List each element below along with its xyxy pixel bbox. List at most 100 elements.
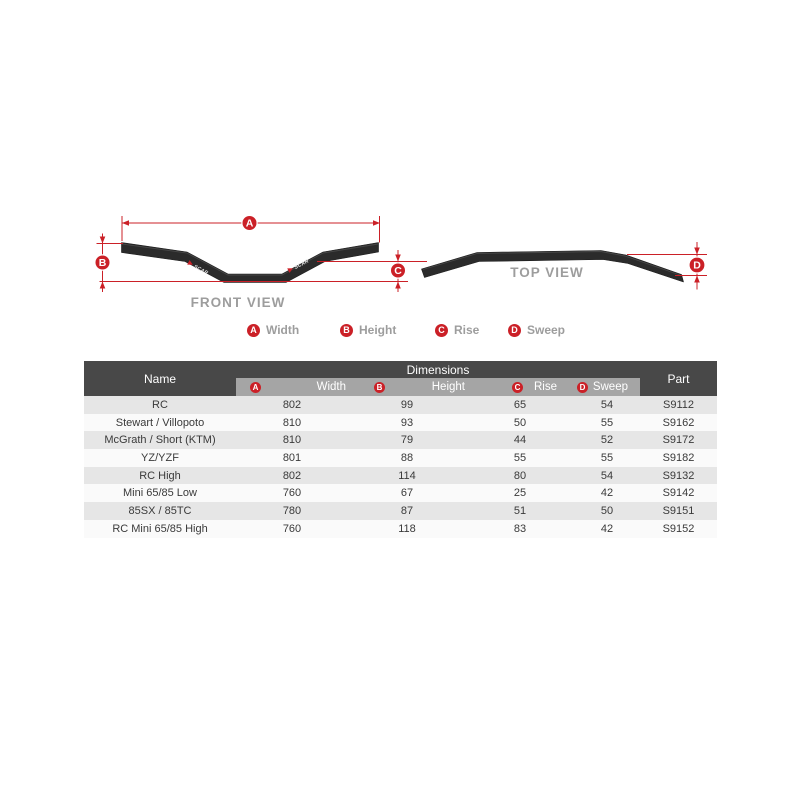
cell-name: RC High — [139, 469, 181, 482]
cell-width: 801 — [282, 451, 302, 464]
table-row: Stewart / Villopoto 810 93 50 55 S9162 — [84, 413, 717, 432]
cell-rise: 50 — [513, 416, 527, 429]
cell-rise: 83 — [513, 522, 527, 535]
cell-sweep: 55 — [600, 416, 614, 429]
cell-width: 780 — [282, 504, 302, 517]
cell-name: Mini 65/85 Low — [123, 487, 197, 500]
subheader-b-icon: B — [374, 381, 385, 393]
cell-height: 99 — [400, 398, 414, 411]
table-row: Mini 65/85 Low 760 67 25 42 S9142 — [84, 484, 717, 503]
cell-height: 118 — [398, 522, 416, 535]
cell-height: 67 — [400, 487, 414, 500]
dimension-d-sweep: D — [627, 242, 707, 290]
marker-b-circle — [94, 254, 111, 271]
table-row: RC Mini 65/85 High 760 118 83 42 S9152 — [84, 519, 717, 538]
cell-height: 93 — [400, 416, 414, 429]
cell-width: 810 — [282, 416, 302, 429]
cell-height: 114 — [398, 469, 416, 482]
header-part: Part — [667, 371, 690, 386]
front-view-bar: SCAR SCAR — [121, 242, 379, 283]
cell-rise: 44 — [513, 434, 527, 447]
subheader-label: Rise — [533, 381, 557, 393]
svg-text:D: D — [693, 260, 701, 272]
cell-sweep: 42 — [600, 487, 614, 500]
cell-rise: 80 — [513, 469, 527, 482]
cell-sweep: 54 — [600, 398, 614, 411]
legend-item-width: A Width — [247, 323, 299, 337]
marker-d-circle — [688, 256, 706, 274]
table-row: RC 802 99 65 54 S9112 — [84, 396, 717, 414]
cell-height: 87 — [400, 504, 414, 517]
cell-sweep: 54 — [600, 469, 614, 482]
subheader-c-icon: C — [512, 381, 523, 393]
svg-text:A: A — [246, 218, 254, 230]
subheader-label: Width — [316, 381, 346, 393]
subheader-width: A Width — [236, 378, 348, 396]
subheader-rise: C Rise — [466, 378, 574, 396]
legend-item-sweep: D Sweep — [508, 323, 565, 337]
cell-rise: 25 — [513, 487, 527, 500]
subheader-label: Sweep — [592, 381, 628, 393]
spec-table: Name Dimensions A Width B Height C Rise — [84, 361, 717, 538]
legend-label: Width — [266, 323, 300, 337]
cell-sweep: 50 — [600, 504, 614, 517]
top-view-label: TOP VIEW — [510, 265, 584, 280]
table-row: McGrath / Short (KTM) 810 79 44 52 S9172 — [84, 431, 717, 450]
marker-a-circle — [241, 214, 258, 232]
cell-height: 79 — [400, 434, 414, 447]
cell-part: S9182 — [662, 451, 695, 464]
cell-part: S9142 — [662, 487, 695, 500]
cell-part: S9112 — [663, 398, 694, 411]
header-dimensions-group: Dimensions A Width B Height C Rise — [236, 361, 640, 396]
cell-part: S9132 — [662, 469, 695, 482]
cell-height: 88 — [400, 451, 414, 464]
cell-part: S9151 — [662, 504, 695, 517]
subheader-label: Height — [431, 381, 465, 393]
cell-rise: 55 — [513, 451, 527, 464]
cell-width: 810 — [282, 434, 302, 447]
cell-width: 760 — [282, 522, 302, 535]
cell-part: S9172 — [662, 434, 695, 447]
svg-text:C: C — [394, 265, 402, 277]
cell-name: YZ/YZF — [141, 451, 179, 464]
legend-d-icon: D — [508, 323, 521, 337]
table-row: YZ/YZF 801 88 55 55 S9182 — [84, 449, 717, 467]
cell-width: 802 — [282, 469, 302, 482]
header-name: Name — [143, 371, 176, 386]
cell-name: McGrath / Short (KTM) — [104, 434, 216, 447]
cell-part: S9162 — [662, 416, 695, 429]
legend-b-icon: B — [340, 323, 353, 337]
cell-width: 802 — [282, 398, 302, 411]
dimension-c-rise: C — [317, 250, 427, 292]
cell-name: RC Mini 65/85 High — [112, 522, 208, 535]
legend-a-icon: A — [247, 323, 260, 337]
front-view-label: FRONT VIEW — [191, 295, 286, 310]
top-view-bar — [421, 250, 684, 283]
dimension-b-height: B — [94, 233, 408, 292]
legend-c-icon: C — [435, 323, 448, 337]
dimension-a-width: A — [121, 214, 380, 243]
cell-name: 85SX / 85TC — [128, 504, 192, 517]
marker-c-circle — [389, 262, 407, 279]
legend-label: Height — [359, 323, 397, 337]
legend-label: Sweep — [527, 323, 566, 337]
subheader-d-icon: D — [577, 381, 588, 393]
subheader-height: B Height — [348, 378, 466, 396]
header-subrow: A Width B Height C Rise D Sweep — [236, 378, 640, 396]
legend-item-rise: C Rise — [435, 323, 479, 337]
cell-sweep: 55 — [600, 451, 614, 464]
legend-item-height: B Height — [340, 323, 396, 337]
table-header: Name Dimensions A Width B Height C Rise — [84, 361, 717, 396]
cell-rise: 65 — [513, 398, 527, 411]
header-dimensions: Dimensions — [406, 362, 470, 377]
table-row: 85SX / 85TC 780 87 51 50 S9151 — [84, 502, 717, 520]
cell-name: Stewart / Villopoto — [115, 416, 205, 429]
subheader-a-icon: A — [250, 381, 261, 393]
svg-text:B: B — [99, 257, 107, 269]
handlebar-diagram: SCAR SCAR A B — [94, 214, 707, 310]
subheader-sweep: D Sweep — [574, 378, 640, 396]
table-body: RC 802 99 65 54 S9112 Stewart / Villopot… — [84, 396, 717, 538]
legend-label: Rise — [454, 323, 480, 337]
table-row: RC High 802 114 80 54 S9132 — [84, 466, 717, 485]
